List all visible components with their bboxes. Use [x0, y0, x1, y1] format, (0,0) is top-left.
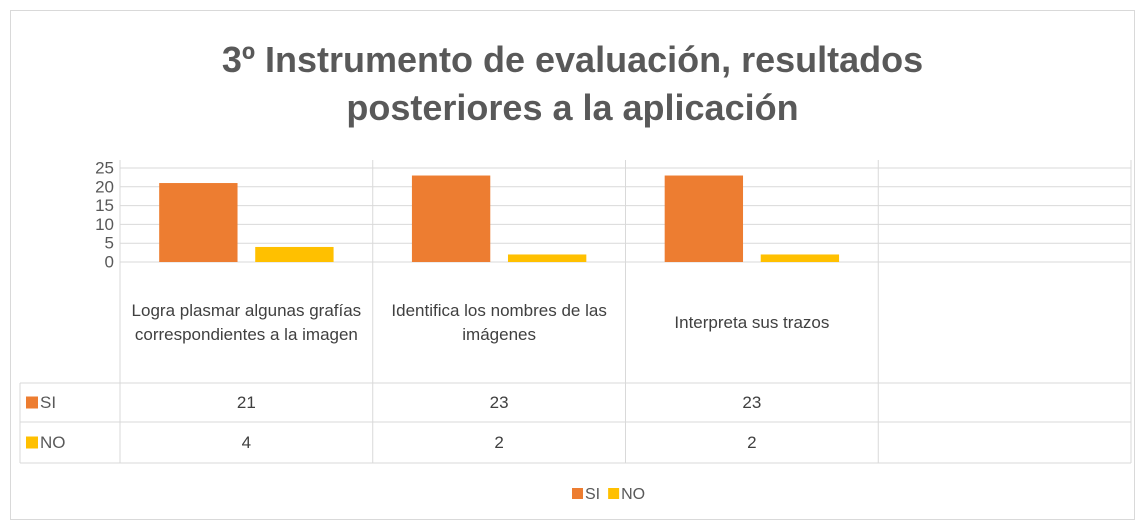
y-tick-label: 25 [95, 158, 114, 177]
x-category-label: Identifica los nombres de las imágenes [391, 300, 607, 344]
y-tick-label: 20 [95, 177, 114, 196]
y-tick-label: 10 [95, 215, 114, 234]
y-tick-label: 15 [95, 196, 114, 215]
bar [664, 175, 744, 262]
bar [255, 246, 334, 262]
table-value: 2 [747, 432, 757, 452]
table-value: 21 [236, 392, 256, 412]
table-value: 4 [241, 432, 252, 452]
x-category-label [878, 262, 1131, 383]
legend-key [608, 488, 620, 499]
bar [507, 254, 587, 262]
table-legend-key [26, 396, 38, 409]
chart-title: 3º Instrumento de evaluación, resultados… [221, 39, 924, 128]
table-value: 23 [489, 392, 509, 412]
table-value: 23 [742, 392, 762, 412]
bar [760, 254, 840, 262]
table-series-label: NO [40, 433, 66, 452]
chart-border [10, 10, 1135, 520]
y-tick-label: 5 [105, 234, 114, 253]
table-legend-key [26, 436, 38, 449]
bar [159, 183, 238, 262]
legend-label: SI [585, 486, 600, 503]
table-value: 2 [494, 432, 504, 452]
x-category-label: Interpreta sus trazos [674, 312, 830, 332]
legend-label: NO [621, 486, 645, 503]
bar [411, 175, 491, 262]
y-tick-label: 0 [105, 252, 114, 271]
legend-key [572, 488, 583, 499]
table-series-label: SI [40, 393, 56, 412]
x-category-label: Logra plasmar algunas grafías correspond… [131, 300, 362, 344]
